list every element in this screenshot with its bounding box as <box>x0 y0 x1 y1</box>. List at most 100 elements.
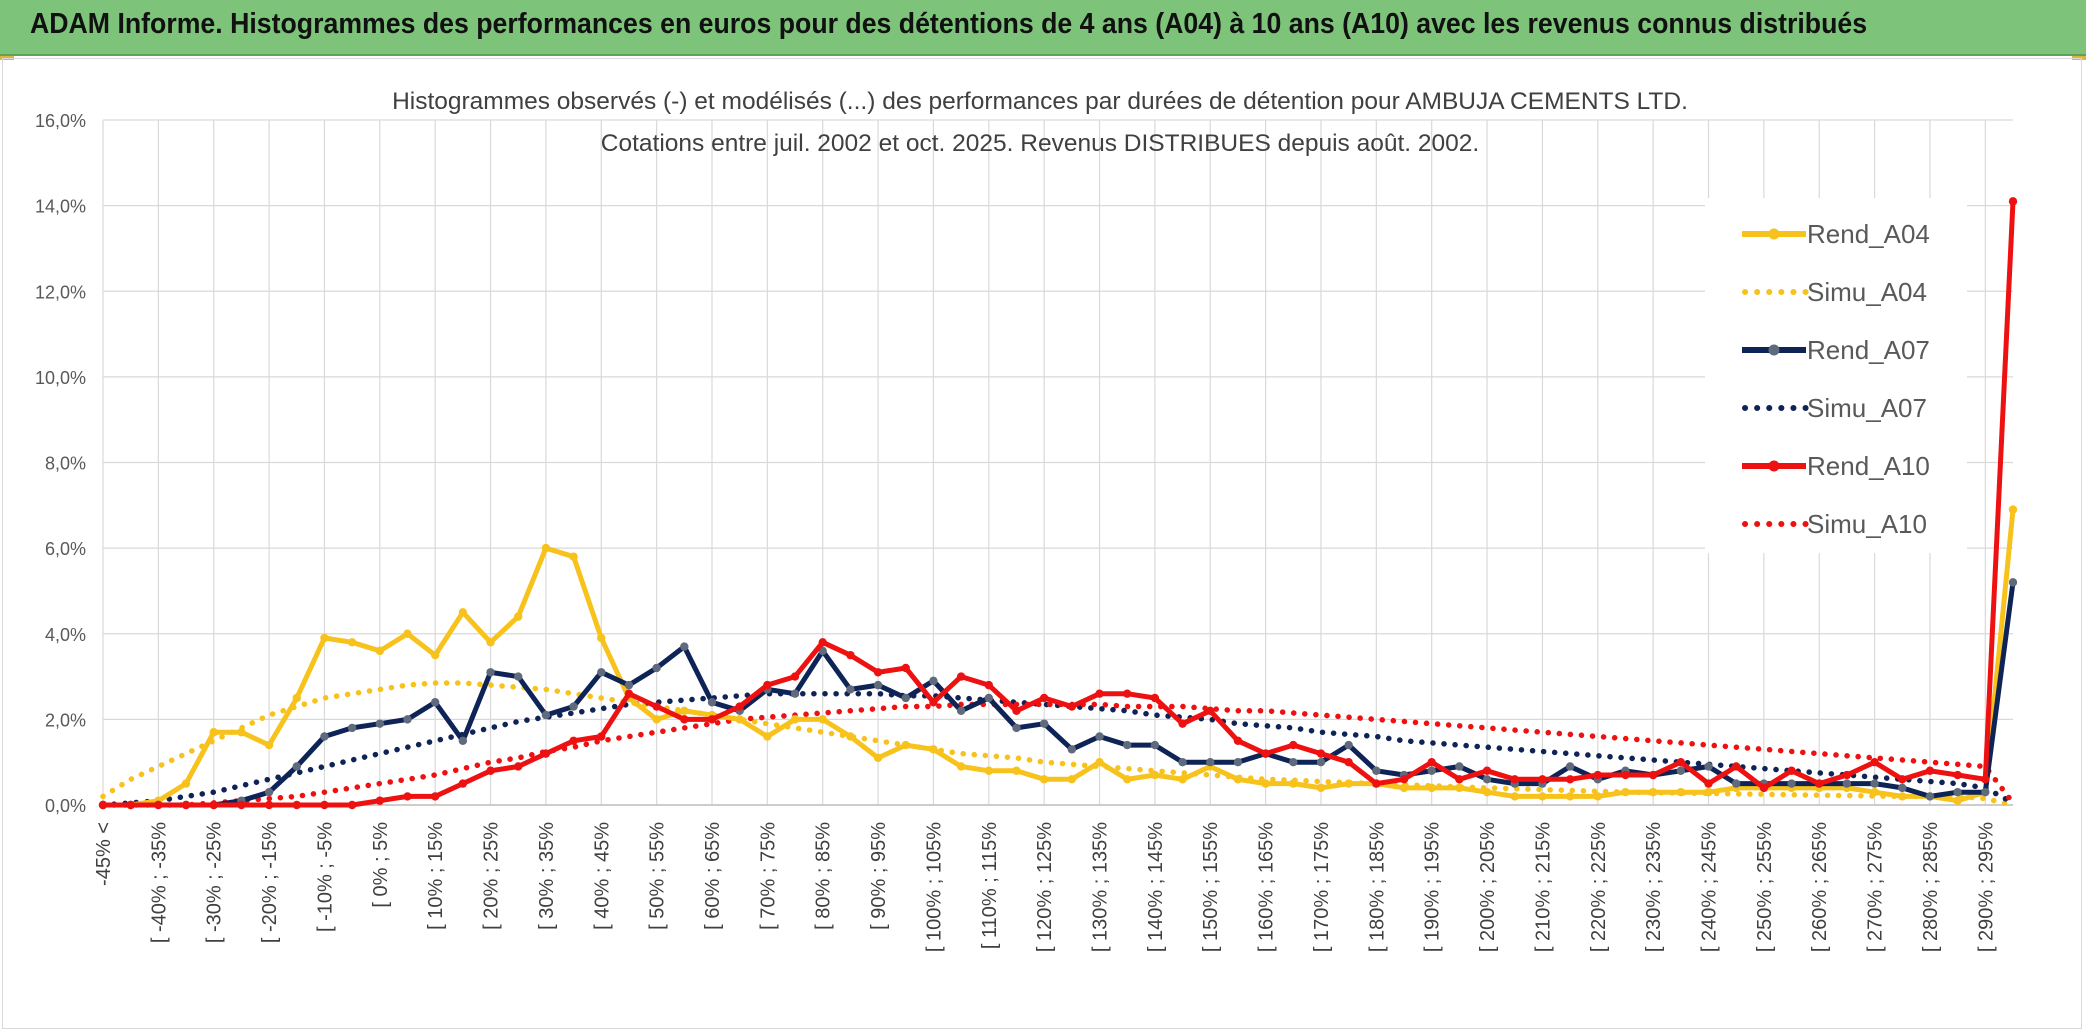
rend-a10-point <box>763 680 772 690</box>
rend-a07-point <box>1676 766 1686 775</box>
rend-a04-point <box>846 732 855 741</box>
rend-a07-line <box>103 582 2016 808</box>
rend-a04-point <box>1953 796 1962 805</box>
rend-a10-point <box>1538 775 1547 784</box>
rend-a10-point <box>597 732 606 741</box>
rend-a07-point <box>264 787 274 797</box>
rend-a07-point <box>984 693 993 703</box>
x-tick-label: -45% < <box>93 822 115 886</box>
rend-a07-point <box>1455 762 1464 771</box>
simu-a10-legend-label: Simu_A10 <box>1807 509 1927 539</box>
rend-a10-point <box>1704 779 1713 788</box>
rend-a10-point <box>1012 706 1021 716</box>
rend-a10-point <box>2008 197 2018 206</box>
y-tick-label: 8,0% <box>45 454 86 474</box>
rend-a04-point <box>264 740 274 750</box>
rend-a10-point <box>1815 779 1824 788</box>
rend-a10-point <box>1455 775 1464 784</box>
rend-a07-point <box>1372 766 1381 775</box>
rend-a04-point <box>1565 792 1575 801</box>
rend-a07-point <box>956 706 966 716</box>
rend-a07-point <box>320 732 329 741</box>
rend-a04-point <box>901 740 910 750</box>
rend-a07-point <box>1067 745 1077 754</box>
rend-a04-point <box>984 766 993 775</box>
rend-a10-point <box>1759 783 1769 793</box>
y-tick-label: 0,0% <box>45 796 86 816</box>
rend-a10-point <box>1233 736 1243 745</box>
rend-a07-point <box>569 702 578 711</box>
rend-a10-line <box>103 201 2016 808</box>
rend-a10-point <box>1482 766 1492 775</box>
rend-a10-point <box>209 800 218 810</box>
rend-a04-point <box>292 693 301 703</box>
rend-a07-point <box>1095 732 1104 741</box>
rend-a10-point <box>1150 693 1160 703</box>
rend-a04-point <box>209 728 218 737</box>
rend-a10-point <box>430 792 440 801</box>
rend-a04-point <box>1233 775 1243 784</box>
rend-a04-point <box>929 745 938 754</box>
rend-a10-point <box>320 800 329 810</box>
simu-a10-line <box>100 701 2016 808</box>
rend-a07-point <box>1178 757 1187 767</box>
x-tick-label: [ 150% ; 155% <box>1200 822 1222 952</box>
rend-a04-point <box>790 715 800 724</box>
rend-a10-point <box>1399 775 1409 784</box>
chart-series <box>98 197 2018 810</box>
rend-a07-point <box>1012 723 1021 733</box>
rend-a04-point <box>1676 787 1686 797</box>
y-tick-label: 6,0% <box>45 539 86 559</box>
rend-a10-point <box>1372 779 1381 788</box>
rend-a04-point <box>458 608 468 617</box>
rend-a07-point <box>1123 740 1132 750</box>
rend-a10-point <box>1981 775 1990 784</box>
rend-a07-point <box>1150 740 1160 750</box>
rend-a10-point <box>956 672 966 681</box>
y-axis: 0,0% 2,0% 4,0% 6,0% 8,0% 10,0% 12,0% 14,0% 16,0% <box>35 111 86 816</box>
rend-a07-point <box>1704 762 1713 771</box>
rend-a04-point <box>1316 783 1326 793</box>
x-tick-label: [ 270% ; 275% <box>1865 822 1887 952</box>
rend-a07-legend-marker <box>1768 344 1780 356</box>
x-axis: -45% < [ -40% ; -35% [ -30% ; -25% [ -20% ;… <box>93 804 2013 952</box>
rend-a10-point <box>126 800 135 810</box>
rend-a04-point <box>1067 775 1077 784</box>
header-title: ADAM Informe. Histogrammes des performan… <box>30 8 1868 40</box>
rend-a10-point <box>347 800 357 810</box>
rend-a10-point <box>1261 749 1270 758</box>
rend-a04-point <box>763 732 772 741</box>
rend-a07-point <box>1289 757 1298 767</box>
rend-a10-point <box>458 779 468 788</box>
rend-a07-point <box>403 715 412 724</box>
rend-a07-point <box>1953 787 1962 797</box>
rend-a10-point <box>569 736 578 745</box>
rend-a07-point <box>1870 779 1879 788</box>
rend-a07-point <box>1731 779 1741 788</box>
rend-a04-point <box>486 638 495 647</box>
rend-a10-point <box>929 698 938 707</box>
rend-a07-point <box>680 642 689 651</box>
rend-a10-point <box>514 762 523 771</box>
rend-a04-point <box>680 706 689 716</box>
rend-a04-point <box>1870 787 1879 797</box>
chart-title: Histogrammes observés (-) et modélisés (… <box>392 88 1688 115</box>
x-tick-label: [ 190% ; 195% <box>1422 822 1444 952</box>
rend-a10-point <box>1953 770 1962 780</box>
rend-a07-point <box>929 676 938 686</box>
x-tick-label: [ 140% ; 145% <box>1145 822 1167 952</box>
rend-a07-point <box>1233 757 1243 767</box>
rend-a10-point <box>541 749 551 758</box>
x-tick-label: [ 70% ; 75% <box>757 822 779 930</box>
rend-a07-point <box>1787 779 1796 788</box>
rend-a10-point <box>1316 749 1326 758</box>
x-tick-label: [ -20% ; -15% <box>259 822 281 943</box>
rend-a10-point <box>1898 775 1907 784</box>
rend-a10-point <box>818 638 827 647</box>
rend-a07-point <box>873 680 883 690</box>
rend-a10-point <box>1731 762 1741 771</box>
rend-a04-point <box>1538 792 1547 801</box>
rend-a04-point <box>514 612 523 621</box>
rend-a10-point <box>1870 757 1879 767</box>
